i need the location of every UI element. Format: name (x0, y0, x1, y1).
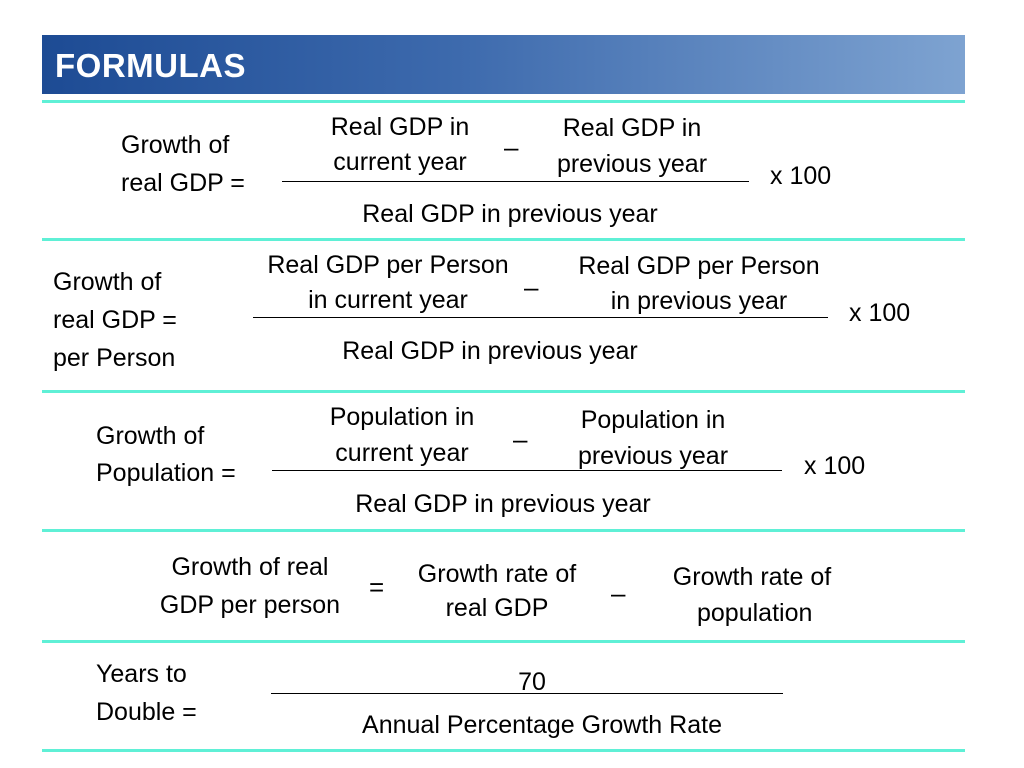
term1-line1: Growth of real (171, 553, 329, 581)
numerator-left-line1: Real GDP per Person (267, 251, 509, 279)
numerator-left-line1: Population in (329, 403, 475, 431)
divider (42, 390, 965, 393)
title-bar: FORMULAS (42, 35, 965, 94)
multiplier: x 100 (770, 162, 832, 190)
formula-lhs-line1: Years to (96, 660, 187, 688)
denominator: Real GDP in previous year (362, 200, 658, 228)
term2-line2: real GDP (445, 594, 549, 622)
fraction-bar (282, 181, 749, 182)
divider (42, 529, 965, 532)
formula-lhs-line2: real GDP = (53, 306, 177, 334)
minus-sign: – (611, 578, 626, 608)
multiplier: x 100 (849, 299, 911, 327)
numerator-left-line2: in current year (308, 286, 468, 314)
divider (42, 100, 965, 103)
denominator: Real GDP in previous year (355, 490, 651, 518)
formula-lhs-line1: Growth of (53, 268, 162, 296)
numerator-right-line2: in previous year (610, 287, 788, 315)
divider (42, 238, 965, 241)
multiplier: x 100 (804, 452, 866, 480)
term3-line2: population (697, 599, 813, 627)
denominator: Real GDP in previous year (342, 337, 638, 365)
fraction-bar (272, 470, 782, 471)
formula-lhs-line1: Growth of (96, 422, 205, 450)
numerator-left-line2: current year (335, 439, 469, 467)
minus-sign: – (524, 272, 539, 302)
minus-sign: – (504, 132, 519, 162)
formula-lhs-line2: real GDP = (121, 169, 245, 197)
fraction-bar (253, 317, 828, 318)
formula-lhs-line3: per Person (53, 344, 176, 372)
numerator-left-line1: Real GDP in (330, 113, 470, 141)
term1-line2: GDP per person (159, 591, 341, 619)
divider (42, 749, 965, 752)
formula-lhs-line2: Population = (96, 459, 236, 487)
numerator-right-line1: Real GDP per Person (578, 252, 820, 280)
numerator-left-line2: current year (333, 148, 467, 176)
denominator: Annual Percentage Growth Rate (362, 711, 722, 739)
numerator-right-line1: Real GDP in (562, 114, 702, 142)
numerator-right-line2: previous year (556, 150, 708, 178)
formula-lhs-line1: Growth of (121, 131, 230, 159)
minus-sign: – (513, 424, 528, 454)
page-title: FORMULAS (55, 47, 246, 84)
formula-lhs-line2: Double = (96, 698, 197, 726)
equals-sign: = (369, 572, 385, 602)
numerator-right-line1: Population in (580, 406, 726, 434)
divider (42, 640, 965, 643)
fraction-bar (271, 693, 783, 694)
term3-line1: Growth rate of (672, 563, 832, 591)
numerator: 70 (518, 668, 546, 696)
term2-line1: Growth rate of (417, 560, 577, 588)
numerator-right-line2: previous year (577, 442, 729, 470)
